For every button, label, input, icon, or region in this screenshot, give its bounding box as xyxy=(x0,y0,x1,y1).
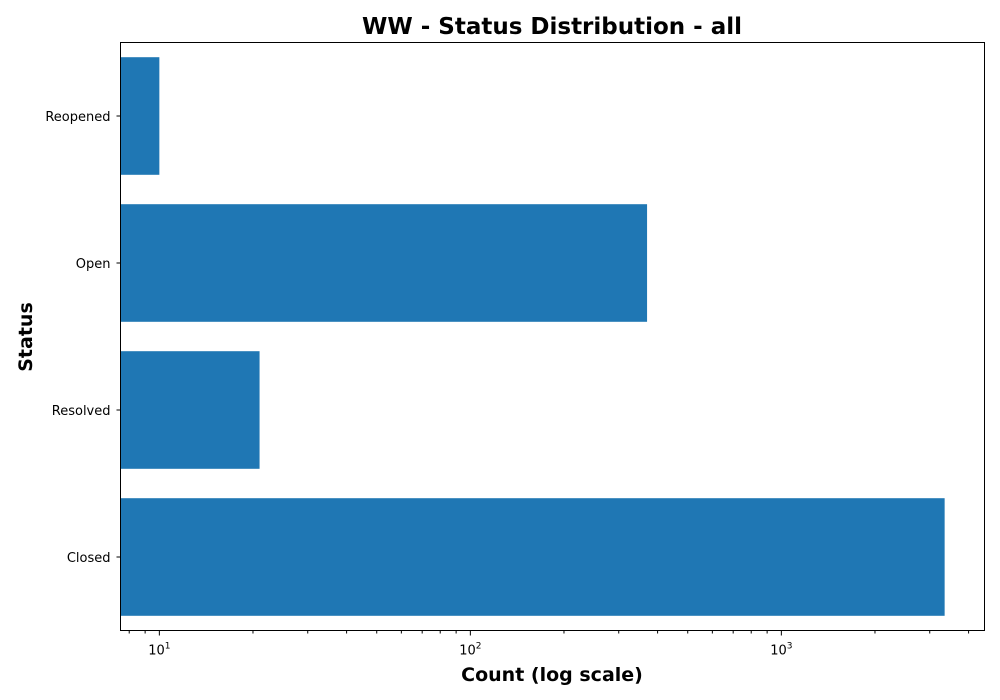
chart-title: WW - Status Distribution - all xyxy=(362,14,742,40)
y-tick-label-open: Open xyxy=(76,257,111,272)
y-axis-ticks: Closed Resolved Open Reopened xyxy=(45,110,121,566)
x-tick-label-100: 102 xyxy=(459,642,481,659)
bar-group xyxy=(120,57,945,616)
y-tick-label-reopened: Reopened xyxy=(45,110,110,125)
bar-reopened xyxy=(120,57,160,175)
x-tick-label-1000: 103 xyxy=(770,642,792,659)
bar-closed xyxy=(120,498,945,616)
x-axis-label: Count (log scale) xyxy=(461,664,643,686)
bar-resolved xyxy=(120,351,260,469)
y-tick-label-resolved: Resolved xyxy=(52,404,111,419)
bar-open xyxy=(120,204,648,322)
plot-frame xyxy=(120,42,985,631)
y-tick-label-closed: Closed xyxy=(67,551,111,566)
x-tick-label-10: 101 xyxy=(148,642,170,659)
x-axis-ticks: 101 102 103 xyxy=(128,630,970,659)
y-axis-label: Status xyxy=(15,302,37,372)
